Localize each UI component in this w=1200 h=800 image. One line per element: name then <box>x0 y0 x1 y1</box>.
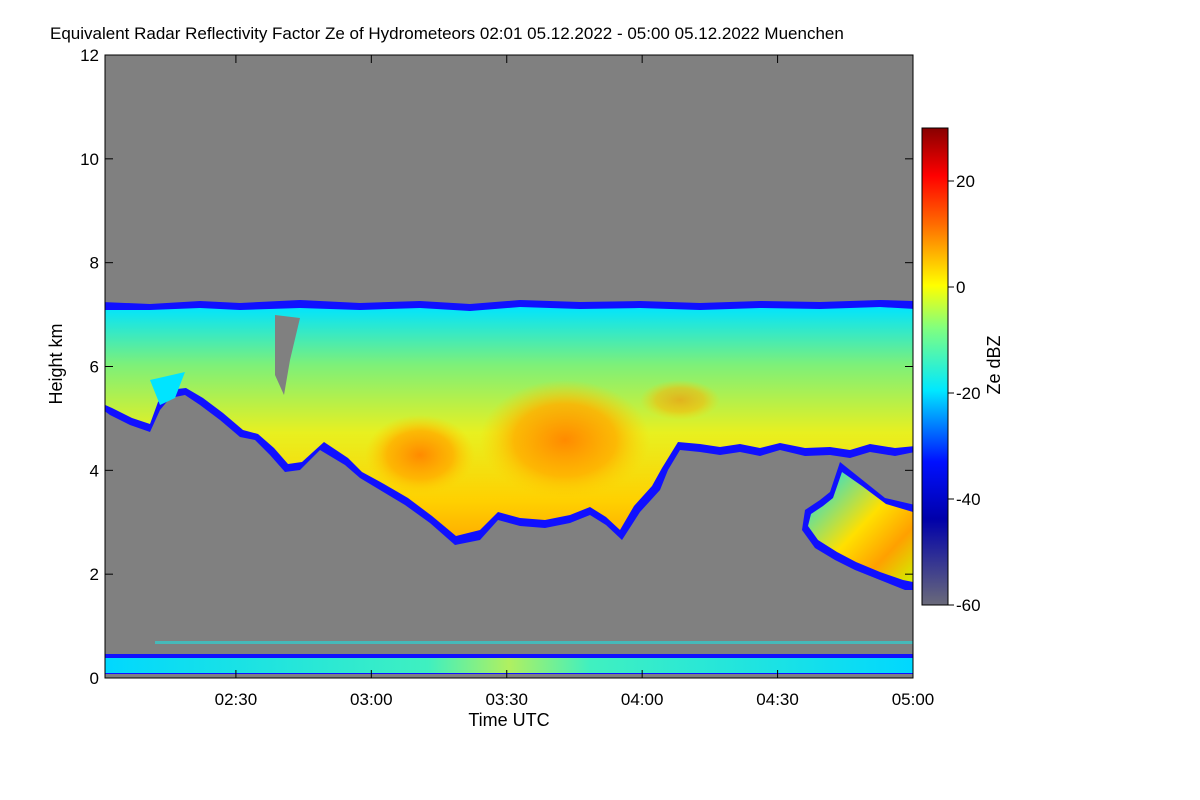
colorbar-axis: -60 -40 -20 0 20 <box>948 172 981 615</box>
chart-title: Equivalent Radar Reflectivity Factor Ze … <box>50 24 844 43</box>
colorbar-tick-label: -40 <box>956 490 981 509</box>
cloud-gap <box>275 315 300 395</box>
surface-layer-body <box>105 658 913 673</box>
reflectivity-core-main <box>480 380 650 500</box>
y-axis-label: Height km <box>46 323 66 404</box>
colorbar <box>921 127 949 606</box>
y-tick-label: 0 <box>90 669 99 688</box>
x-axis: 02:30 03:00 03:30 04:00 04:30 05:00 <box>215 55 935 709</box>
surface-clutter-line <box>155 641 913 644</box>
colorbar-tick-label: -20 <box>956 384 981 403</box>
colorbar-tick-label: 20 <box>956 172 975 191</box>
cloud-gap-edge <box>150 372 185 405</box>
x-tick-label: 05:00 <box>892 690 935 709</box>
reflectivity-core-left <box>365 415 475 495</box>
x-tick-label: 03:00 <box>350 690 393 709</box>
y-tick-label: 2 <box>90 565 99 584</box>
reflectivity-core-right <box>640 380 720 420</box>
y-tick-label: 8 <box>90 254 99 273</box>
y-tick-label: 10 <box>80 150 99 169</box>
colorbar-label: Ze dBZ <box>984 335 1004 394</box>
x-tick-label: 04:30 <box>756 690 799 709</box>
x-tick-label: 04:00 <box>621 690 664 709</box>
colorbar-tick-label: -60 <box>956 596 981 615</box>
x-axis-label: Time UTC <box>468 710 549 730</box>
y-tick-label: 6 <box>90 358 99 377</box>
x-tick-label: 02:30 <box>215 690 258 709</box>
y-tick-label: 4 <box>90 461 99 480</box>
y-axis: 0 2 4 6 8 10 12 <box>80 46 913 688</box>
x-tick-label: 03:30 <box>485 690 528 709</box>
reflectivity-field <box>105 300 913 674</box>
y-tick-label: 12 <box>80 46 99 65</box>
low-cloud-body <box>808 472 913 582</box>
colorbar-tick-label: 0 <box>956 278 965 297</box>
